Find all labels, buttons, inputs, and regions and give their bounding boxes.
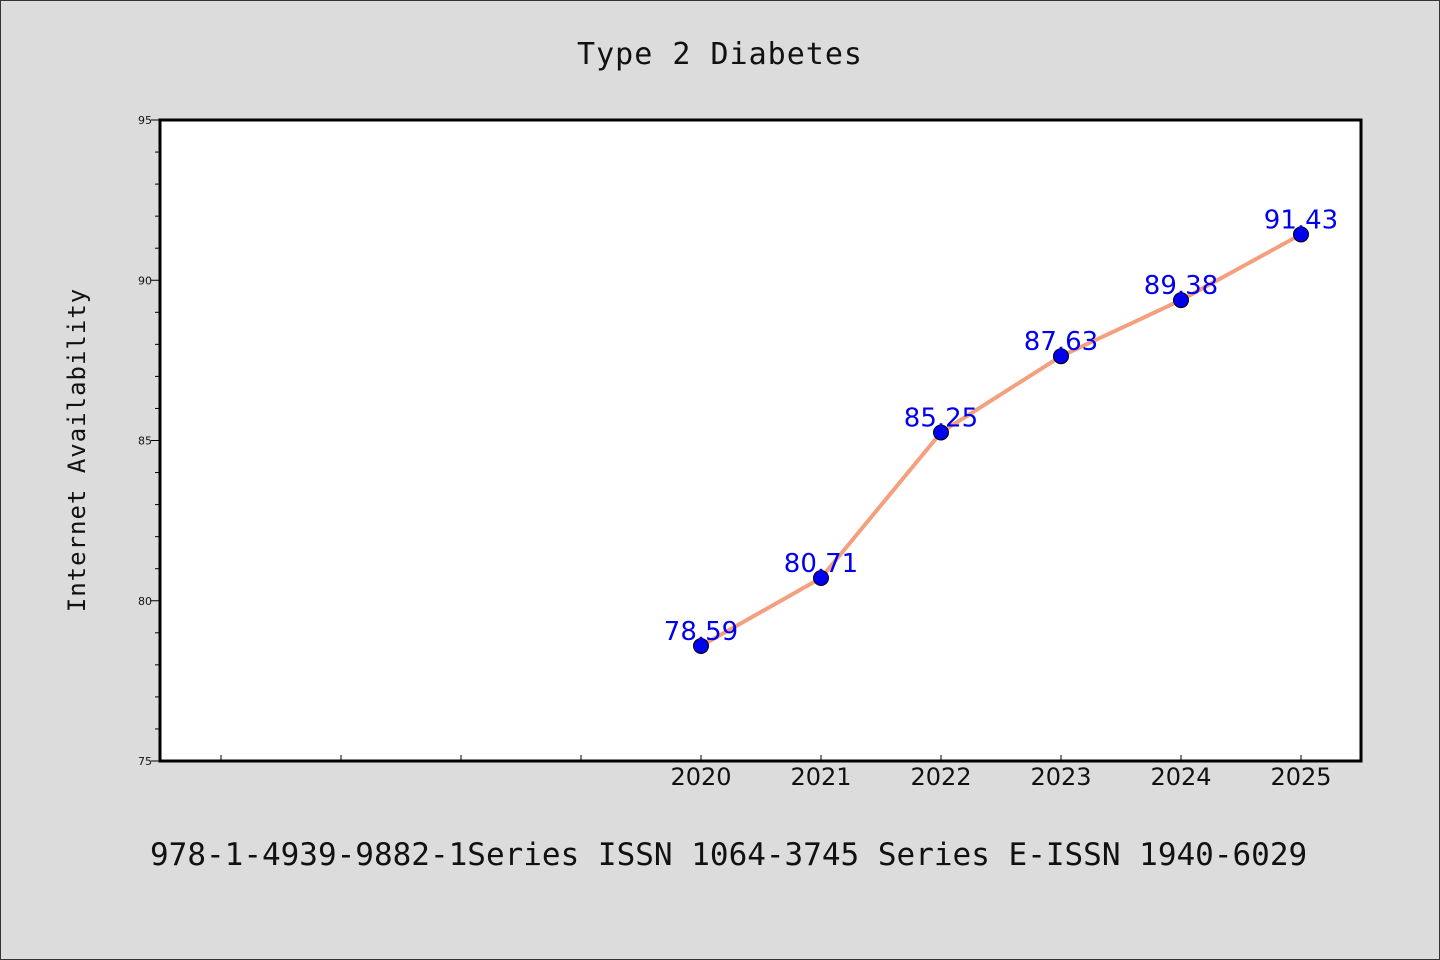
- x-tick-label: 2024: [1150, 763, 1211, 791]
- x-tick-label: 2022: [910, 763, 971, 791]
- chart-title: Type 2 Diabetes: [577, 37, 863, 72]
- x-tick-label: 2023: [1030, 763, 1091, 791]
- data-point: [813, 569, 829, 586]
- x-tick-label: 2020: [670, 763, 731, 791]
- data-label: 78.59: [664, 617, 738, 647]
- y-tick-label: 95: [138, 114, 152, 127]
- data-point: [933, 424, 949, 441]
- footer-text: 978-1-4939-9882-1Series ISSN 1064-3745 S…: [150, 837, 1307, 873]
- y-axis-label: Internet Availability: [63, 288, 91, 612]
- plot-area: [160, 120, 1361, 761]
- x-tick-label: 2021: [790, 763, 851, 791]
- y-tick-label: 75: [138, 755, 152, 768]
- data-point: [693, 637, 709, 654]
- axis-ticks: 75 80 85 90 95 2020 2021 2022 2023 2024 2025: [138, 114, 1332, 791]
- plot-frame: [158, 118, 1363, 763]
- series-line: [699, 232, 1303, 648]
- data-label: 87.63: [1024, 327, 1098, 357]
- data-labels: 78.59 80.71 85.25 87.63 89.38 91.43: [664, 205, 1338, 647]
- y-tick-label: 85: [138, 435, 152, 448]
- data-point: [1293, 226, 1309, 243]
- data-label: 91.43: [1264, 205, 1338, 235]
- data-label: 80.71: [784, 549, 858, 579]
- x-tick-label: 2025: [1270, 763, 1331, 791]
- data-point: [1053, 348, 1069, 365]
- y-tick-label: 90: [138, 274, 152, 287]
- y-tick-label: 80: [138, 595, 152, 608]
- data-label: 85.25: [904, 403, 978, 433]
- data-point: [1173, 292, 1189, 309]
- data-label: 89.38: [1144, 271, 1218, 301]
- series-layer: [693, 226, 1309, 654]
